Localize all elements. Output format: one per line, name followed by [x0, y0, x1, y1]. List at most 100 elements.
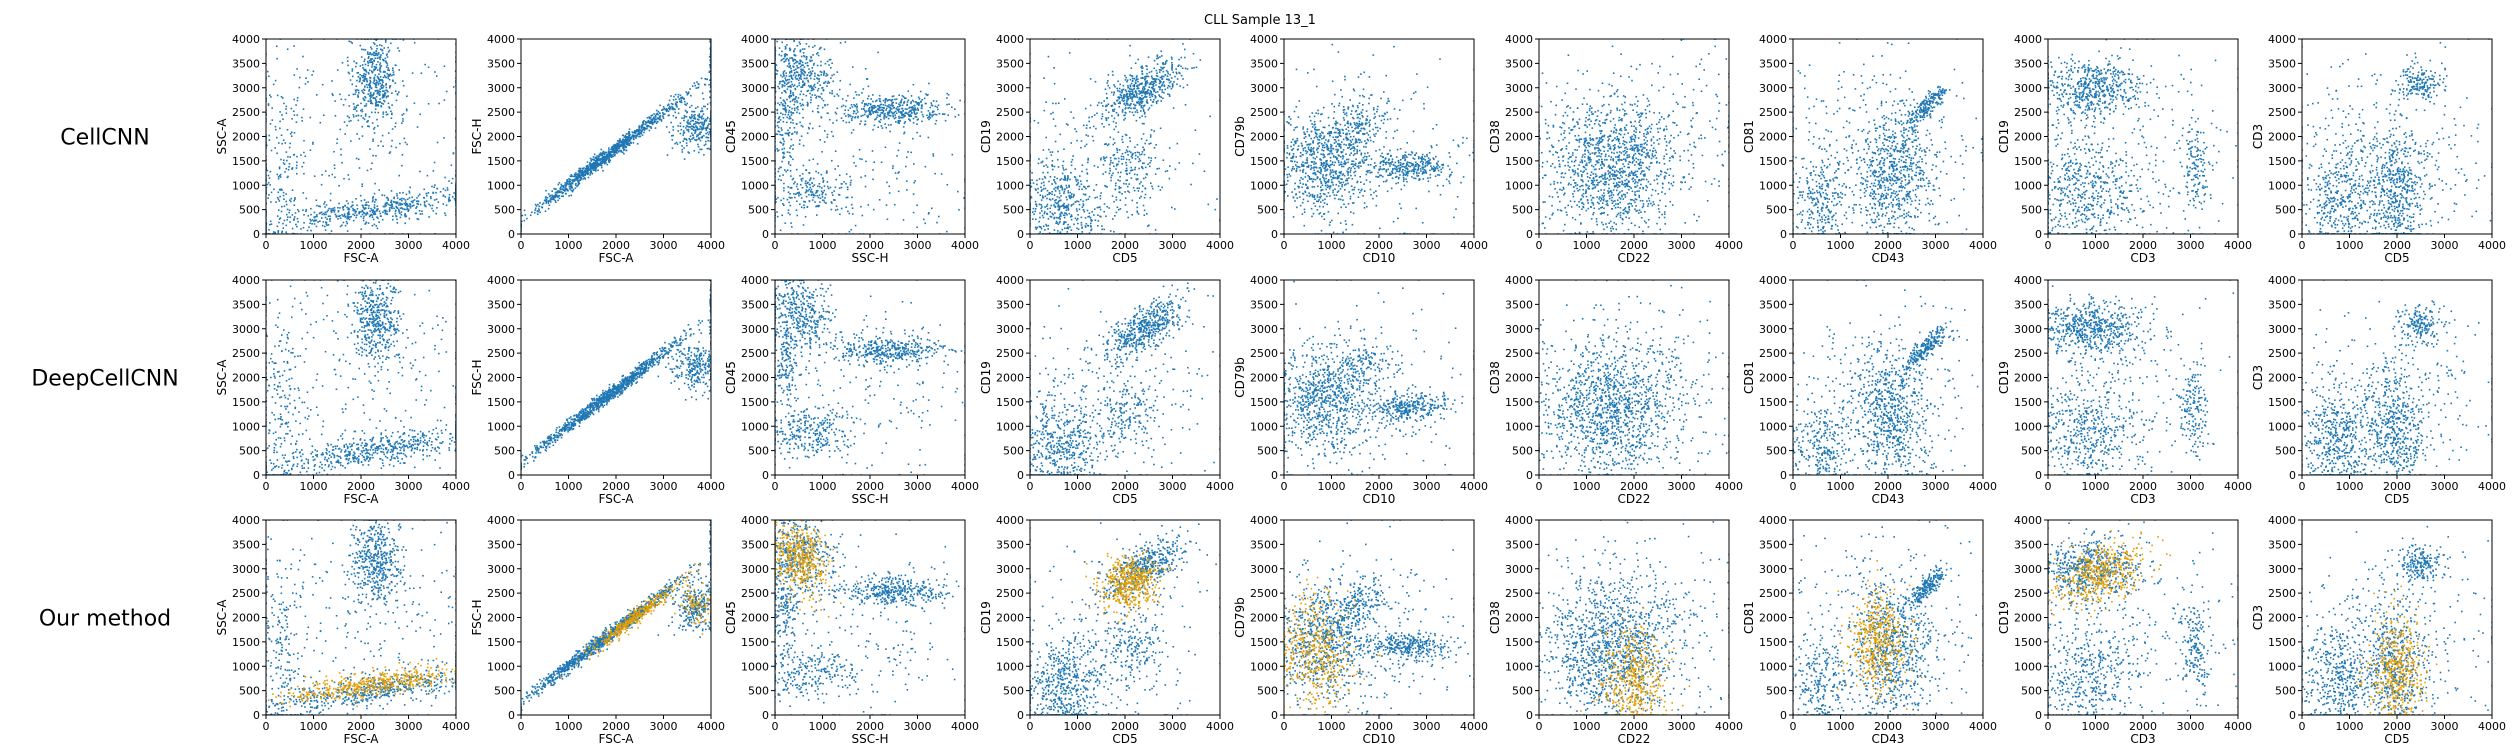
- point: [1123, 97, 1125, 100]
- point: [372, 154, 374, 157]
- point: [335, 216, 338, 218]
- point: [789, 187, 792, 189]
- point: [861, 102, 863, 104]
- point: [845, 121, 848, 124]
- point: [279, 176, 282, 178]
- point: [702, 124, 705, 126]
- point: [363, 118, 366, 121]
- point: [902, 96, 905, 98]
- point: [799, 74, 801, 76]
- point: [293, 114, 296, 116]
- point: [1065, 184, 1068, 187]
- y-tick-label: 3000: [487, 82, 515, 95]
- point: [779, 133, 781, 136]
- point: [566, 182, 568, 185]
- point: [904, 112, 906, 115]
- point: [372, 94, 374, 97]
- point: [1136, 187, 1139, 190]
- point: [374, 74, 377, 76]
- point: [801, 173, 804, 175]
- point: [1048, 193, 1050, 195]
- point: [816, 77, 818, 79]
- point: [888, 104, 890, 106]
- point: [872, 178, 874, 181]
- point: [600, 161, 603, 164]
- point: [639, 131, 641, 134]
- point: [564, 189, 567, 191]
- point: [813, 62, 815, 65]
- point: [804, 62, 807, 65]
- y-tick-label: 2000: [741, 131, 769, 144]
- point: [380, 48, 382, 51]
- point: [599, 163, 602, 165]
- point: [347, 212, 350, 215]
- point: [702, 113, 705, 115]
- point: [819, 185, 821, 188]
- point: [796, 111, 798, 114]
- point: [793, 50, 795, 53]
- point: [390, 42, 392, 45]
- point: [620, 140, 623, 143]
- point: [795, 78, 797, 80]
- point: [417, 203, 419, 206]
- point: [699, 121, 702, 124]
- point: [326, 210, 328, 213]
- point: [1171, 66, 1173, 69]
- point: [667, 104, 669, 107]
- point: [791, 107, 793, 110]
- point: [296, 68, 298, 70]
- point: [302, 226, 305, 229]
- point: [704, 143, 707, 146]
- point: [881, 127, 884, 129]
- point: [371, 58, 374, 60]
- point: [344, 133, 346, 135]
- point: [1093, 189, 1095, 191]
- point: [864, 103, 866, 106]
- point: [867, 85, 870, 88]
- point: [873, 124, 876, 127]
- point: [637, 132, 640, 135]
- point: [560, 186, 562, 188]
- point: [801, 98, 804, 101]
- point: [421, 213, 424, 215]
- point: [902, 219, 905, 221]
- point: [295, 223, 297, 226]
- point: [361, 75, 363, 77]
- point: [916, 123, 918, 125]
- point: [819, 47, 822, 49]
- point: [290, 197, 292, 200]
- point: [389, 204, 391, 206]
- point: [1089, 217, 1092, 219]
- point: [699, 139, 702, 142]
- point: [375, 225, 378, 227]
- point: [641, 125, 643, 128]
- point: [284, 171, 286, 173]
- point: [1150, 129, 1153, 131]
- point: [1109, 163, 1111, 166]
- point: [779, 166, 781, 169]
- point: [388, 209, 391, 211]
- point: [806, 132, 809, 134]
- point: [1133, 173, 1136, 176]
- point: [782, 80, 784, 83]
- point: [890, 99, 892, 101]
- point: [864, 120, 867, 122]
- point: [383, 90, 385, 92]
- point: [286, 48, 289, 50]
- point: [397, 202, 399, 205]
- point: [928, 212, 930, 214]
- point: [326, 218, 328, 220]
- point: [365, 73, 367, 76]
- point: [802, 177, 804, 180]
- point: [417, 218, 420, 221]
- point: [1085, 127, 1088, 129]
- point: [404, 141, 407, 144]
- point: [638, 131, 640, 133]
- point: [682, 134, 684, 136]
- point: [677, 112, 680, 115]
- point: [312, 141, 314, 144]
- point: [394, 64, 397, 66]
- point: [333, 167, 336, 170]
- point: [618, 141, 621, 143]
- point: [638, 128, 640, 131]
